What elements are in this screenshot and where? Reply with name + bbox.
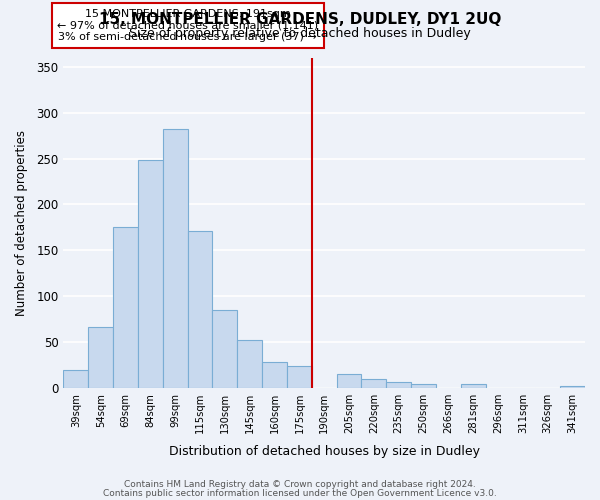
Bar [262, 362, 287, 388]
Bar [386, 382, 411, 388]
Y-axis label: Number of detached properties: Number of detached properties [15, 130, 28, 316]
Bar [337, 374, 361, 388]
Text: Size of property relative to detached houses in Dudley: Size of property relative to detached ho… [129, 28, 471, 40]
Bar [461, 384, 485, 388]
Text: Contains public sector information licensed under the Open Government Licence v3: Contains public sector information licen… [103, 488, 497, 498]
X-axis label: Distribution of detached houses by size in Dudley: Distribution of detached houses by size … [169, 444, 480, 458]
Bar [163, 129, 188, 388]
Bar [287, 366, 312, 388]
Bar [212, 310, 237, 388]
Bar [88, 326, 113, 388]
Bar [237, 340, 262, 388]
Bar [138, 160, 163, 388]
Bar [64, 370, 88, 388]
Bar [188, 231, 212, 388]
Bar [560, 386, 585, 388]
Bar [113, 228, 138, 388]
Bar [361, 379, 386, 388]
Text: Contains HM Land Registry data © Crown copyright and database right 2024.: Contains HM Land Registry data © Crown c… [124, 480, 476, 489]
Text: 15, MONTPELLIER GARDENS, DUDLEY, DY1 2UQ: 15, MONTPELLIER GARDENS, DUDLEY, DY1 2UQ [99, 12, 501, 28]
Text: 15 MONTPELLIER GARDENS: 191sqm
← 97% of detached houses are smaller (1,141)
3% o: 15 MONTPELLIER GARDENS: 191sqm ← 97% of … [57, 9, 318, 42]
Bar [411, 384, 436, 388]
